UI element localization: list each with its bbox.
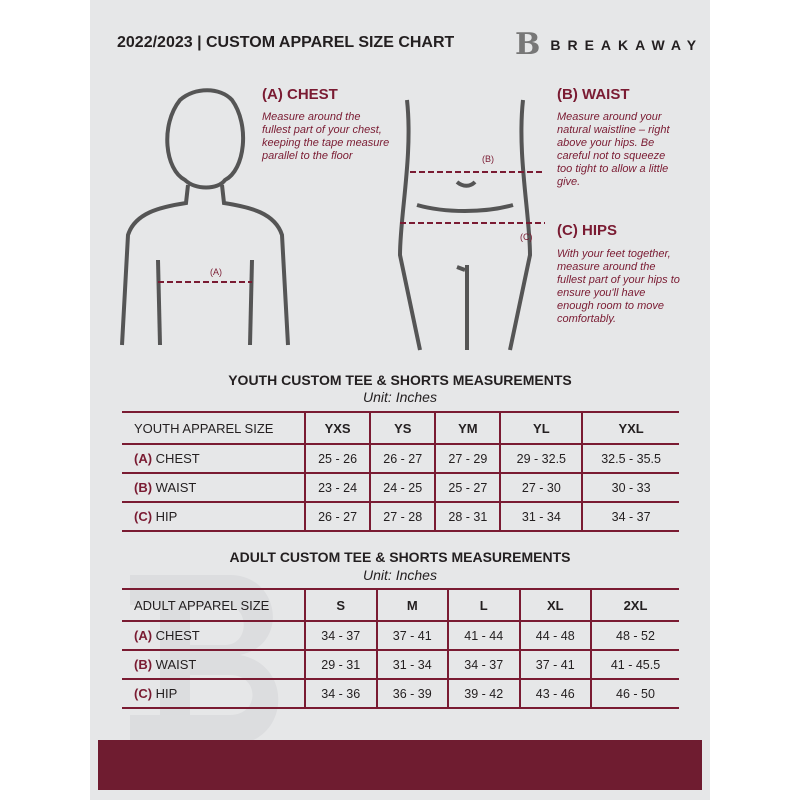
table-header-row: ADULT APPAREL SIZE S M L XL 2XL: [122, 588, 679, 622]
footer-bar: [98, 740, 702, 790]
adult-size-table: ADULT APPAREL SIZE S M L XL 2XL (A) CHEST 34 - …: [122, 588, 679, 709]
table-row: (B) WAIST 23 - 24 24 - 25 25 - 27 27 - 30 30 …: [122, 473, 679, 503]
table-cell: 27 - 29: [434, 444, 501, 474]
size-header: M: [375, 588, 448, 622]
table-cell: 29 - 32.5: [499, 444, 583, 474]
size-header: YXL: [581, 411, 679, 445]
table-cell: 26 - 27: [369, 444, 436, 474]
chest-description: Measure around the fullest part of your …: [262, 111, 390, 162]
brand-name: BREAKAWAY: [550, 36, 704, 53]
table-row: (C) HIP 34 - 36 36 - 39 39 - 42 43 - 46 46 - …: [122, 679, 679, 709]
upper-body-illustration: [120, 88, 290, 346]
table-row: (A) CHEST 34 - 37 37 - 41 41 - 44 44 - 48 48 …: [122, 621, 679, 651]
table-row: (A) CHEST 25 - 26 26 - 27 27 - 29 29 - 32.5 3…: [122, 444, 679, 474]
table-cell: 28 - 31: [434, 502, 501, 532]
measurement-name: WAIST: [155, 657, 197, 672]
measurement-label: (B) WAIST: [122, 473, 305, 503]
waist-heading: (B) WAIST: [557, 86, 630, 103]
table-cell: 43 - 46: [518, 679, 591, 709]
table-cell: 34 - 36: [304, 679, 377, 709]
measurement-name: CHEST: [155, 451, 200, 466]
table-cell: 27 - 30: [499, 473, 583, 503]
measurement-label: (B) WAIST: [122, 650, 305, 680]
hips-description: With your feet together, measure around …: [557, 248, 680, 325]
measurement-label: (C) HIP: [122, 502, 305, 532]
size-header: L: [447, 588, 520, 622]
table-cell: 48 - 52: [590, 621, 679, 651]
measurement-letter: (B): [134, 480, 153, 495]
waist-marker: (B): [482, 154, 494, 164]
size-header: XL: [518, 588, 591, 622]
measurement-letter: (A): [134, 451, 153, 466]
measurement-letter: (A): [134, 628, 153, 643]
measurement-name: CHEST: [155, 628, 200, 643]
table-cell: 34 - 37: [447, 650, 520, 680]
hips-marker: (C): [520, 232, 533, 242]
table-row: (C) HIP 26 - 27 27 - 28 28 - 31 31 - 34 34 - …: [122, 502, 679, 532]
table-cell: 25 - 27: [434, 473, 501, 503]
table-cell: 24 - 25: [369, 473, 436, 503]
adult-table-title: ADULT CUSTOM TEE & SHORTS MEASUREMENTS: [229, 549, 571, 565]
table-cell: 46 - 50: [590, 679, 679, 709]
table-cell: 23 - 24: [303, 473, 371, 503]
table-cell: 39 - 42: [447, 679, 520, 709]
measurement-name: WAIST: [155, 480, 197, 495]
youth-size-table: YOUTH APPAREL SIZE YXS YS YM YL YXL (A) CHEST 2…: [122, 411, 679, 532]
table-cell: 34 - 37: [581, 502, 679, 532]
size-header: YM: [434, 411, 501, 445]
size-header: YS: [369, 411, 436, 445]
measurement-label: (C) HIP: [122, 679, 305, 709]
table-header-row: YOUTH APPAREL SIZE YXS YS YM YL YXL: [122, 411, 679, 445]
logo-mark: B: [515, 27, 541, 62]
table-cell: 27 - 28: [369, 502, 436, 532]
waist-description: Measure around your natural waistline – …: [557, 111, 670, 188]
table-cell: 32.5 - 35.5: [581, 444, 679, 474]
chest-marker: (A): [210, 267, 222, 277]
youth-table-title: YOUTH CUSTOM TEE & SHORTS MEASUREMENTS: [228, 372, 572, 388]
table-cell: 25 - 26: [303, 444, 371, 474]
table-row: (B) WAIST 29 - 31 31 - 34 34 - 37 37 - 41 41 …: [122, 650, 679, 680]
size-label-header: ADULT APPAREL SIZE: [122, 588, 305, 622]
size-header: YXS: [303, 411, 371, 445]
hips-heading: (C) HIPS: [557, 222, 617, 239]
brand-logo: B BREAKAWAY: [515, 27, 703, 62]
size-chart-sheet: 2022/2023 | CUSTOM APPAREL SIZE CHART B …: [90, 0, 710, 800]
size-label-header: YOUTH APPAREL SIZE: [122, 411, 305, 445]
measurement-name: HIP: [155, 509, 178, 524]
table-cell: 37 - 41: [375, 621, 448, 651]
measurement-label: (A) CHEST: [122, 444, 305, 474]
measurement-letter: (B): [134, 657, 153, 672]
table-cell: 31 - 34: [375, 650, 448, 680]
youth-table-unit: Unit: Inches: [363, 389, 437, 405]
table-cell: 26 - 27: [303, 502, 371, 532]
measurement-letter: (C): [134, 686, 153, 701]
measurement-label: (A) CHEST: [122, 621, 305, 651]
lower-body-illustration: [397, 99, 545, 351]
table-cell: 41 - 44: [447, 621, 520, 651]
chest-heading: (A) CHEST: [262, 86, 338, 103]
size-header: 2XL: [590, 588, 679, 622]
table-cell: 44 - 48: [518, 621, 591, 651]
table-cell: 30 - 33: [581, 473, 679, 503]
size-header: YL: [499, 411, 583, 445]
adult-table-unit: Unit: Inches: [363, 567, 437, 583]
size-header: S: [304, 588, 377, 622]
table-cell: 36 - 39: [375, 679, 448, 709]
table-cell: 31 - 34: [499, 502, 583, 532]
measurement-letter: (C): [134, 509, 153, 524]
measurement-name: HIP: [155, 686, 178, 701]
table-cell: 29 - 31: [304, 650, 377, 680]
table-cell: 34 - 37: [304, 621, 377, 651]
page-title: 2022/2023 | CUSTOM APPAREL SIZE CHART: [117, 34, 455, 51]
table-cell: 41 - 45.5: [590, 650, 679, 680]
table-cell: 37 - 41: [518, 650, 591, 680]
